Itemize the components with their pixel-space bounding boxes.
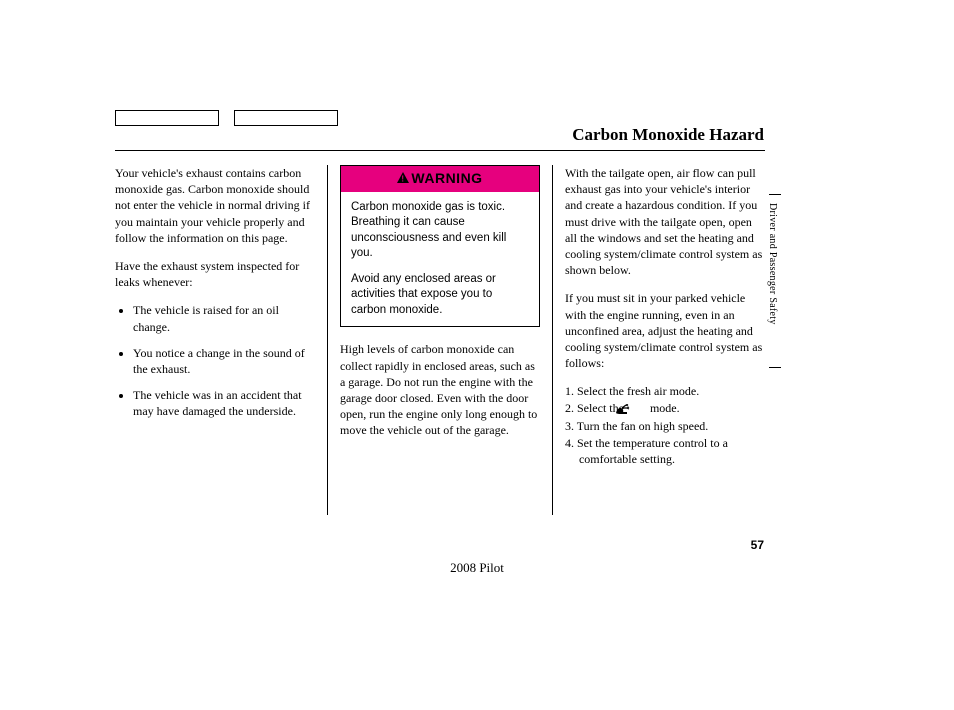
svg-text:!: !	[402, 174, 405, 183]
column-3: With the tailgate open, air flow can pul…	[565, 165, 765, 515]
column-2: ! WARNING Carbon monoxide gas is toxic. …	[340, 165, 540, 515]
title-rule	[115, 150, 765, 151]
list-item: 1. Select the fresh air mode.	[565, 383, 765, 399]
page-number: 57	[751, 538, 764, 552]
body-text: High levels of carbon monoxide can colle…	[340, 341, 540, 438]
warning-header: ! WARNING	[341, 166, 539, 192]
list-item: 4. Set the temperature control to a comf…	[565, 435, 765, 467]
section-tab: Driver and Passenger Safety	[769, 194, 781, 368]
placeholder-box	[115, 110, 219, 126]
list-item: The vehicle is raised for an oil change.	[133, 302, 315, 334]
list-item: You notice a change in the sound of the …	[133, 345, 315, 377]
list-item: 3. Turn the fan on high speed.	[565, 418, 765, 434]
placeholder-box	[234, 110, 338, 126]
column-1: Your vehicle's exhaust contains carbon m…	[115, 165, 315, 515]
warning-body: Carbon monoxide gas is toxic. Breathing …	[341, 192, 539, 327]
footer-text: 2008 Pilot	[0, 560, 954, 576]
list-item: 2. Select the mode.	[565, 400, 765, 416]
column-divider	[552, 165, 553, 515]
airflow-mode-icon	[627, 404, 647, 416]
warning-text: Avoid any enclosed areas or activities t…	[351, 272, 529, 319]
header-placeholder-boxes	[115, 110, 338, 126]
list-item: The vehicle was in an accident that may …	[133, 387, 315, 419]
body-text: If you must sit in your parked vehicle w…	[565, 290, 765, 371]
warning-label: WARNING	[411, 170, 482, 186]
body-text: Have the exhaust system inspected for le…	[115, 258, 315, 290]
section-tab-label: Driver and Passenger Safety	[767, 203, 778, 325]
column-divider	[327, 165, 328, 515]
body-text: Your vehicle's exhaust contains carbon m…	[115, 165, 315, 246]
page-title: Carbon Monoxide Hazard	[572, 125, 764, 145]
step-text-b: mode.	[650, 401, 680, 415]
warning-triangle-icon: !	[397, 169, 409, 188]
bullet-list: The vehicle is raised for an oil change.…	[115, 302, 315, 419]
warning-box: ! WARNING Carbon monoxide gas is toxic. …	[340, 165, 540, 327]
content-columns: Your vehicle's exhaust contains carbon m…	[115, 165, 765, 515]
body-text: With the tailgate open, air flow can pul…	[565, 165, 765, 278]
numbered-list: 1. Select the fresh air mode. 2. Select …	[565, 383, 765, 467]
warning-text: Carbon monoxide gas is toxic. Breathing …	[351, 200, 529, 262]
manual-page: Carbon Monoxide Hazard Your vehicle's ex…	[0, 0, 954, 710]
